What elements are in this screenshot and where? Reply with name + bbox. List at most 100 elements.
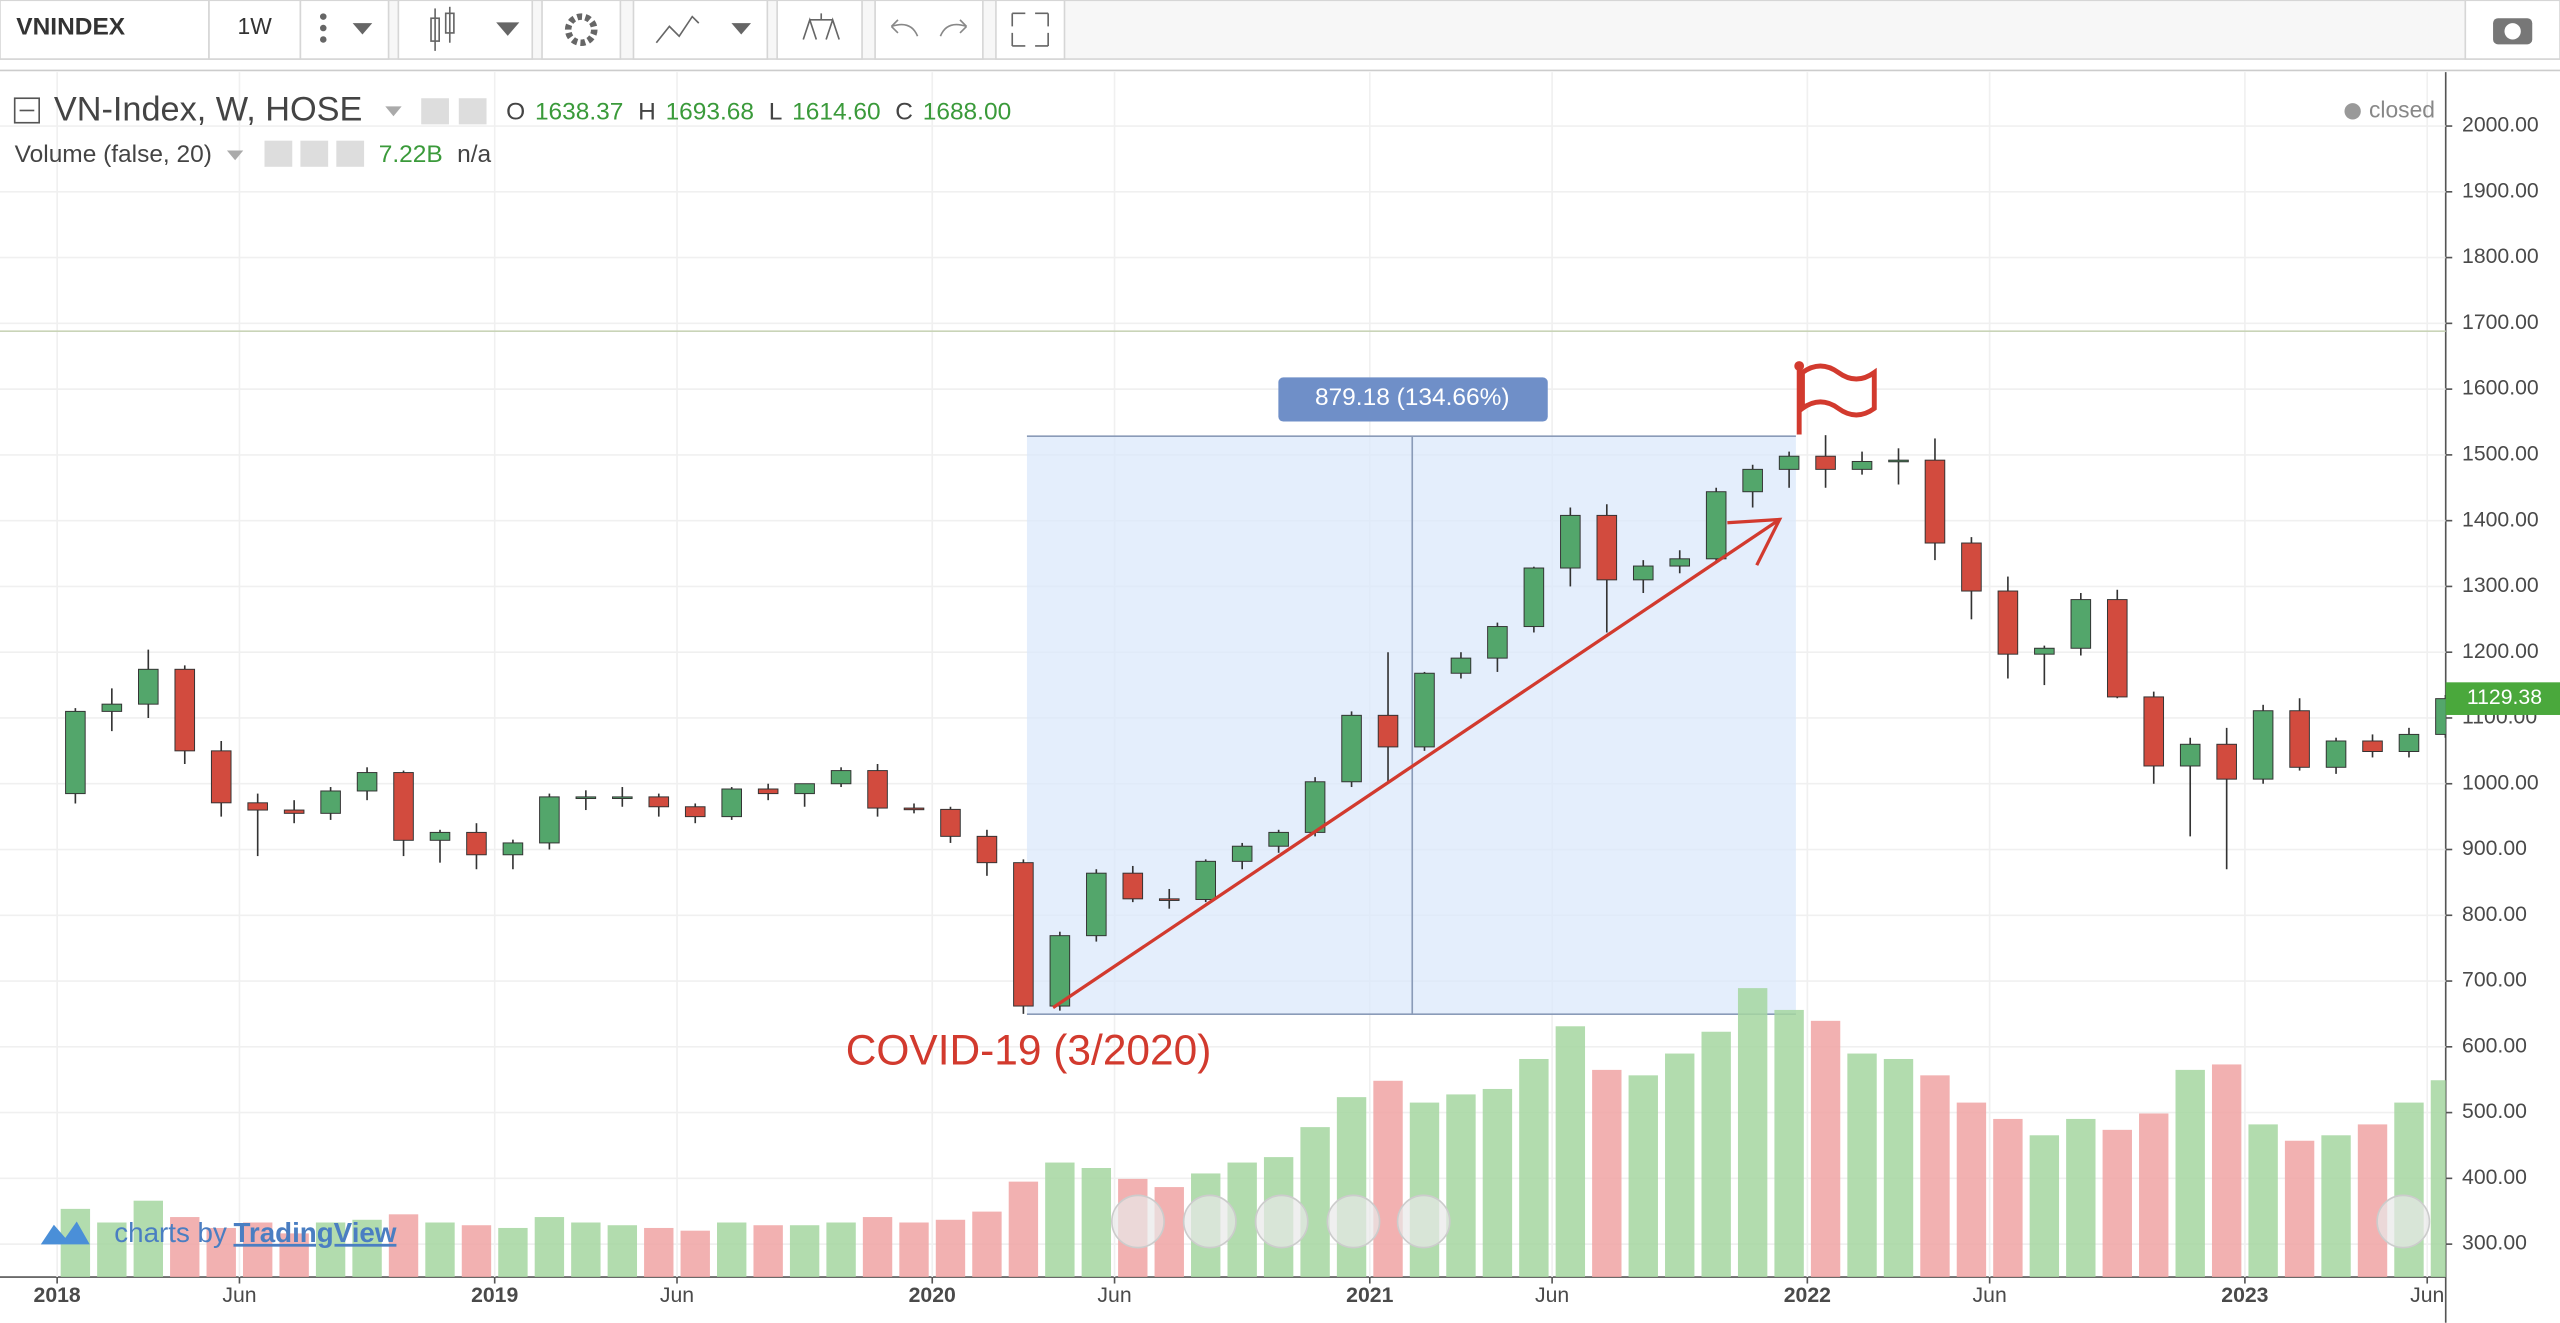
indicator-caret [731,23,752,35]
volume-bar [1810,1020,1841,1278]
candle-body [320,790,341,814]
volume-bar [2284,1140,2315,1278]
candle-body [1341,714,1362,783]
volume-bar [1300,1127,1330,1278]
settings-btn[interactable] [541,0,622,60]
candle-body [2106,599,2128,698]
volume-bar [680,1230,710,1278]
nav-btn[interactable] [1111,1194,1165,1249]
volume-bar [2139,1113,2169,1278]
nav-btn[interactable] [1182,1194,1237,1249]
ohlc-name: H [638,98,656,125]
vol-settings[interactable] [300,140,329,167]
candle-body [1961,542,1982,592]
volume-bar [1701,1031,1731,1278]
candle-body [1377,714,1399,748]
undo-redo[interactable] [874,0,984,60]
candle-body [1778,455,1800,470]
volume-bar [826,1222,856,1278]
volume-bar [2066,1118,2096,1278]
volume-bar [2357,1124,2388,1278]
volume-bar [862,1217,893,1278]
candle-body [1086,872,1107,937]
compare-btn[interactable] [776,0,863,60]
volume-bar [315,1222,346,1278]
symbol-box[interactable] [0,0,210,60]
candle-body [2143,696,2165,767]
nav-btn[interactable] [1254,1194,1309,1249]
candle-body [65,710,86,795]
volume-bar [1482,1088,1513,1278]
candle-body [1268,831,1289,847]
volume-bar [2211,1064,2242,1278]
volume-bar [789,1225,820,1278]
y-tick-label: 400.00 [2462,1166,2527,1189]
nav-btn[interactable] [1396,1194,1451,1249]
candle-body [903,807,925,811]
fullscreen-btn[interactable] [995,0,1066,60]
candle-body [1231,845,1253,862]
settings-btn-small[interactable] [458,98,487,125]
candle-body [429,831,451,841]
volume-bar [1519,1058,1549,1278]
volume-bar [1774,1009,1804,1278]
flag-top [1794,361,1805,371]
credit-link[interactable]: TradingView [233,1217,396,1248]
x-tick-label: Jun [660,1284,694,1307]
x-tick-label: 2022 [1784,1284,1831,1307]
volume-caret [226,150,244,161]
volume-bar [1592,1069,1622,1278]
candle-body [2362,740,2383,753]
fullscreen-icon [1011,12,1049,47]
volume-bar [2248,1124,2278,1278]
candle-body [356,772,378,792]
y-tick-label: 1500.00 [2462,443,2539,466]
ohlc-values: O 1638.37 H 1693.68 L 1614.60 C 1688.00 [506,98,1011,125]
candle-body [976,835,998,864]
volume-bar [461,1225,492,1278]
volume-bar [753,1225,783,1278]
candle-body [1669,558,1691,567]
eye-btn[interactable] [421,98,449,125]
volume-bar [644,1227,674,1278]
nav-btn[interactable] [2376,1194,2431,1249]
candle-body [2252,710,2274,780]
nav-btn[interactable] [1326,1194,1381,1249]
candle-body [1122,872,1144,900]
volume-ma: n/a [457,141,491,168]
status: closed [2369,96,2435,122]
volume-bar [1555,1026,1586,1278]
y-tick-label: 500.00 [2462,1100,2527,1123]
x-tick-label: Jun [1097,1284,1131,1307]
volume-bar [1008,1181,1039,1278]
vol-eye[interactable] [264,140,293,167]
volume-bar [388,1214,419,1278]
volume-title: Volume (false, 20) [15,141,212,168]
volume-bar [1336,1097,1367,1278]
candle-body [1195,860,1216,900]
credit: charts by [114,1217,227,1248]
collapse-btn[interactable] [13,97,40,124]
volume-bar [1920,1075,1950,1278]
arrow-head [1727,517,1783,566]
candle-body [1997,590,2019,655]
indicator-icon [655,15,700,44]
ohlc-value: 1688.00 [923,98,1011,125]
x-tick-label: 2020 [909,1284,956,1307]
indicators-btn[interactable] [632,0,769,60]
candle-body [2398,733,2420,753]
interval-btn[interactable] [208,0,302,60]
symbol: VNINDEX [16,13,125,40]
volume-bar [571,1222,601,1278]
y-tick-label: 600.00 [2462,1034,2527,1057]
ohlc-value: 1693.68 [666,98,754,125]
y-tick-label: 1900.00 [2462,179,2539,202]
candle-body [2179,743,2201,767]
vol-remove[interactable] [336,140,365,167]
interval-menu[interactable] [299,0,390,60]
volume-bar [534,1217,565,1278]
snapshot-btn[interactable] [2464,0,2560,60]
trend-arrow [1052,518,1781,1009]
candle-body [283,809,305,814]
